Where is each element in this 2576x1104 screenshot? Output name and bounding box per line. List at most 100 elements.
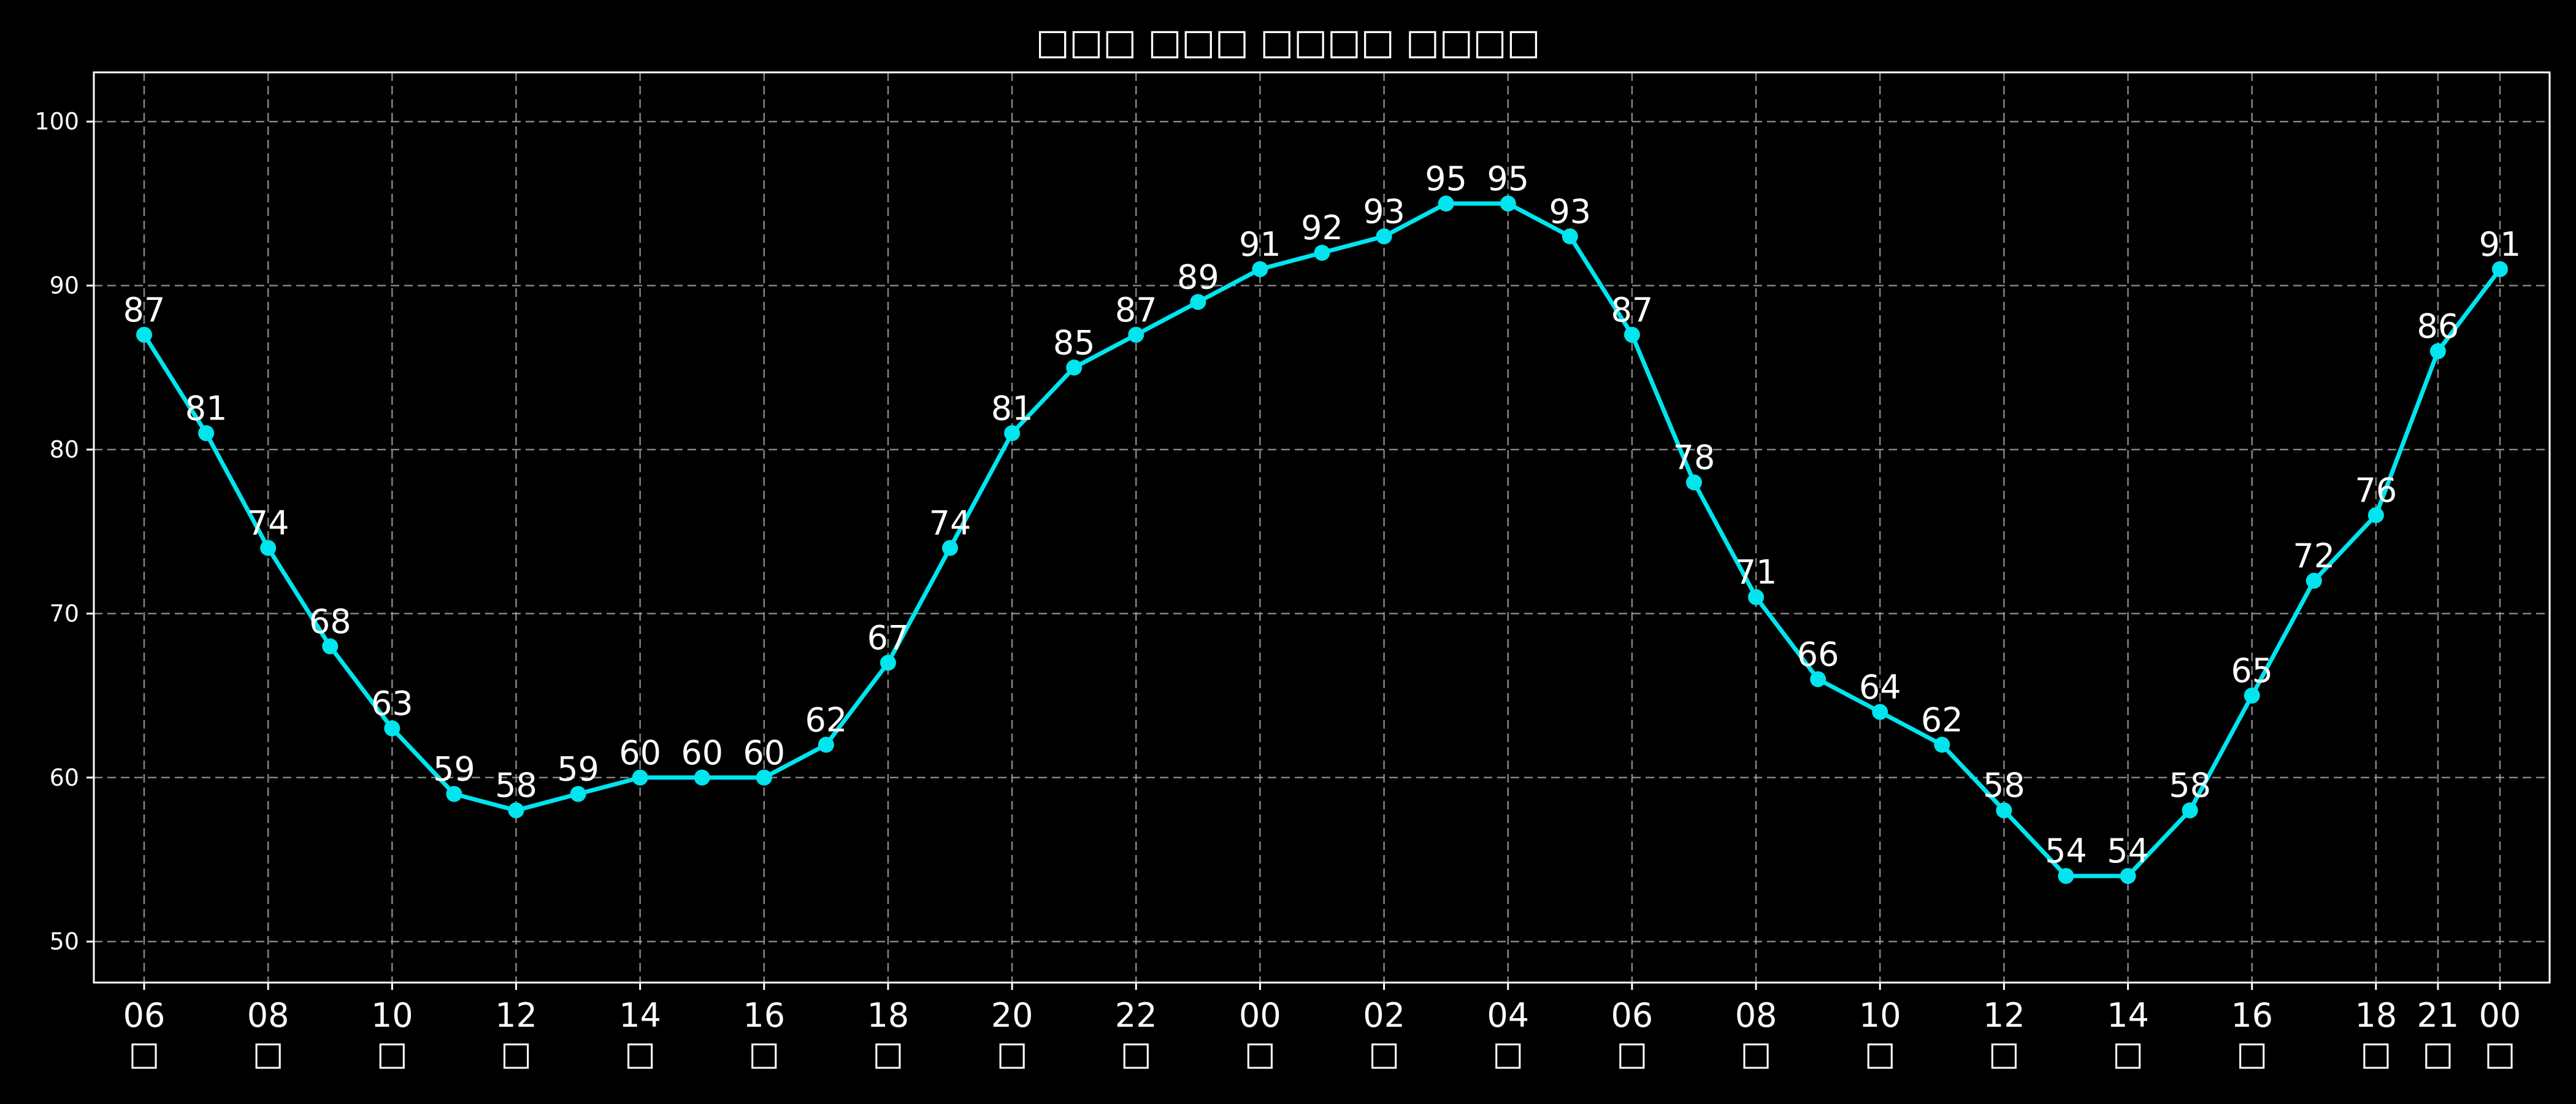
data-label: 58 [495,766,537,805]
data-label: 65 [2231,651,2273,690]
data-point [694,769,710,786]
data-label: 93 [1363,192,1405,231]
data-label: 68 [309,602,351,641]
y-tick-label: 100 [34,108,79,135]
data-point [1190,294,1206,310]
data-label: 95 [1487,159,1529,198]
data-label: 85 [1053,323,1095,362]
data-point [756,769,772,786]
data-labels: 87 81 74 68 63 59 58 59 60 60 60 62 67 74 81 85 87 89 91 92… [123,159,2521,870]
data-point [1562,228,1578,245]
data-label: 60 [681,734,723,772]
chart-title: □□□ □□□ □□□□ □□□□ [1036,21,1541,63]
data-label: 58 [2169,766,2211,805]
x-tick-label: 18 □ [2355,996,2397,1073]
data-point [1438,195,1454,212]
x-tick-label: 08 □ [1735,996,1777,1073]
x-tick-label: 22 □ [1115,996,1157,1073]
data-label: 87 [1611,291,1654,329]
data-point [942,540,959,556]
x-tick-label: 21 □ [2417,996,2459,1073]
data-label: 74 [929,504,972,542]
x-tick-label: 18 □ [867,996,910,1073]
data-label: 71 [1735,553,1777,592]
series [136,195,2508,884]
axes: 50 60 70 80 90 100 06 □ 08 □ 10 □ 12 □ 14 □ 16 □ 18 □ 20 □ 22 □… [34,108,2521,1073]
data-point [1934,737,1950,753]
data-label: 59 [557,750,599,789]
data-label: 76 [2355,471,2397,510]
data-label: 92 [1301,209,1343,247]
data-point [260,540,277,556]
data-label: 66 [1797,635,1839,673]
x-tick-label: 14 □ [619,996,661,1073]
data-label: 59 [433,750,475,789]
data-point [2244,688,2260,704]
data-label: 63 [371,684,413,723]
x-tick-label: 10 □ [1859,996,1901,1073]
data-point [570,786,586,802]
data-point [1623,326,1640,343]
gridlines [94,72,2550,983]
data-point [2429,343,2446,359]
data-point [1252,261,1268,277]
data-point [2306,572,2322,589]
data-point [508,802,524,819]
x-tick-label: 20 □ [991,996,1033,1073]
data-point [446,786,462,802]
x-tick-label: 04 □ [1487,996,1529,1073]
y-tick-label: 90 [50,272,79,299]
x-tick-label: 14 □ [2107,996,2149,1073]
x-tick-label: 08 □ [247,996,289,1073]
x-tick-label: 16 □ [2231,996,2273,1073]
x-tick-label: 02 □ [1363,996,1405,1073]
data-label: 67 [867,619,910,657]
x-tick-label: 06 □ [123,996,166,1073]
data-label: 89 [1177,258,1219,296]
x-tick-label: 06 □ [1611,996,1654,1073]
data-label: 81 [185,389,228,427]
data-point [2120,868,2136,884]
data-label: 60 [619,734,661,772]
data-point [198,425,215,442]
data-point [632,769,648,786]
data-point [1376,228,1392,245]
x-tick-label: 10 □ [371,996,413,1073]
x-tick-label: 00 □ [1239,996,1281,1073]
data-point [384,720,401,737]
x-tick-label: 12 □ [1983,996,2025,1073]
data-label: 81 [991,389,1033,427]
data-point [2367,507,2384,523]
data-point [1748,589,1765,605]
data-point [2182,802,2198,819]
x-tick-label: 12 □ [495,996,537,1073]
data-label: 64 [1859,668,1901,707]
data-label: 86 [2417,307,2459,346]
data-label: 62 [1921,700,1963,739]
data-label: 54 [2107,832,2149,870]
y-tick-label: 70 [50,600,79,627]
data-point [2058,868,2074,884]
data-point [1314,245,1330,261]
data-point [1872,703,1888,720]
data-point [1810,671,1827,688]
x-tick-label: 16 □ [743,996,785,1073]
data-point [1500,195,1516,212]
data-label: 93 [1549,192,1591,231]
y-tick-label: 60 [50,764,79,791]
data-point [880,654,896,671]
data-label: 91 [2479,225,2521,264]
data-label: 87 [123,291,166,329]
y-tick-label: 50 [50,928,79,955]
data-label: 62 [805,700,848,739]
data-label: 74 [247,504,289,542]
data-point [136,326,152,343]
data-point [1066,359,1083,376]
data-point [322,638,339,654]
data-label: 78 [1673,438,1715,477]
x-tick-label: 00 □ [2479,996,2521,1073]
y-tick-label: 80 [50,436,79,463]
data-label: 87 [1115,291,1157,329]
